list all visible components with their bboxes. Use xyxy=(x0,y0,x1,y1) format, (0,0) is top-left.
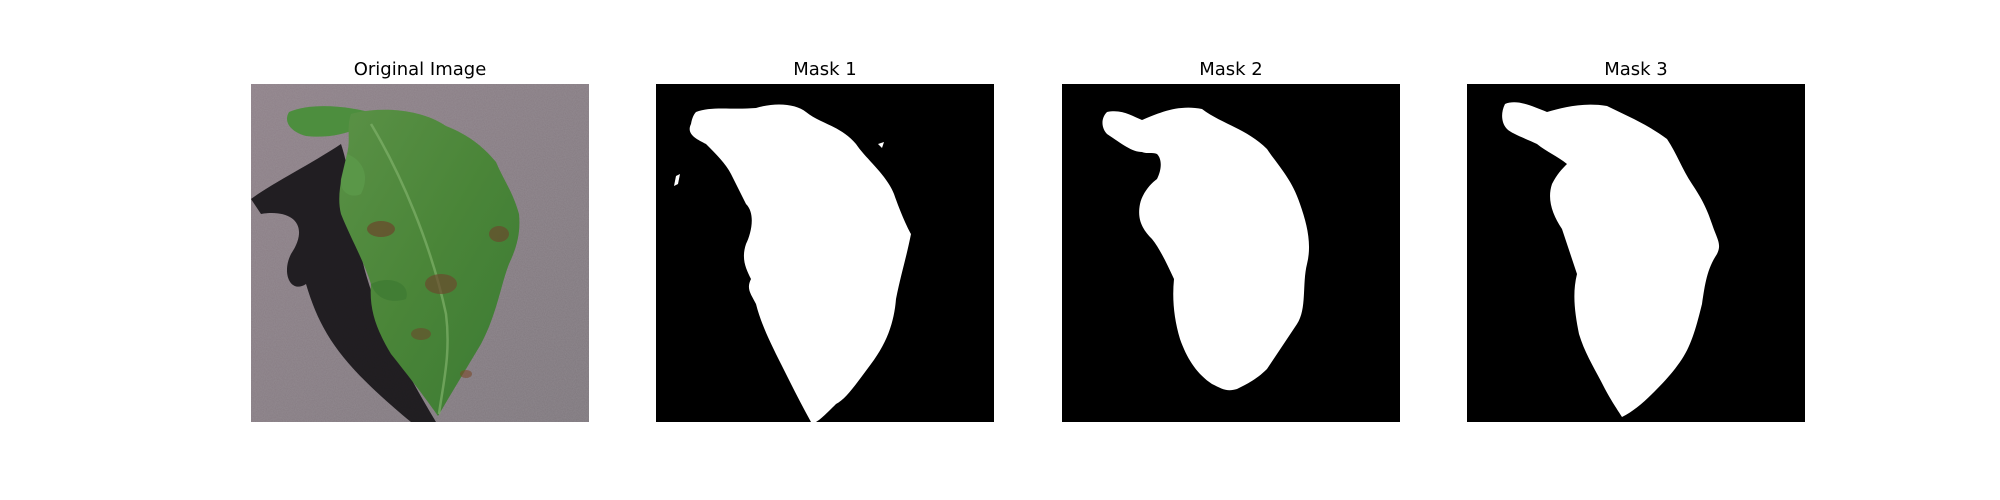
mask-1-image xyxy=(656,84,994,422)
original-image-title: Original Image xyxy=(353,59,487,80)
mask-3-image xyxy=(1467,84,1805,422)
mask-2-title: Mask 2 xyxy=(1199,59,1263,80)
mask-1-title: Mask 1 xyxy=(793,59,857,80)
mask-3-title: Mask 3 xyxy=(1604,59,1668,80)
original-leaf-photo xyxy=(251,84,589,422)
mask-2-image xyxy=(1062,84,1400,422)
